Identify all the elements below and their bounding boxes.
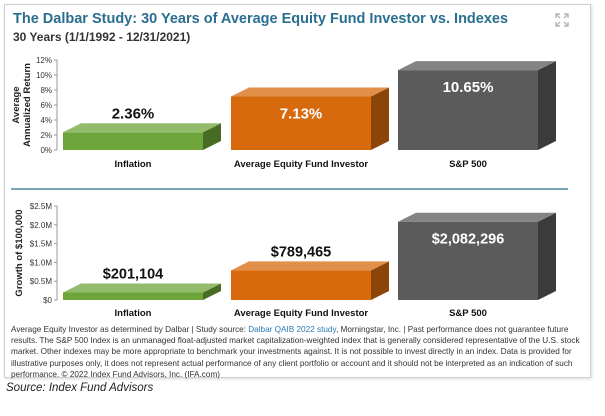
data-label: 7.13% (280, 106, 323, 123)
bar-top (63, 283, 221, 293)
y-tick-label: $0.5M (30, 277, 53, 286)
y-tick-label: 8% (40, 86, 52, 95)
chart-title: The Dalbar Study: 30 Years of Average Eq… (13, 11, 509, 27)
category-label: Average Equity Fund Investor (234, 308, 369, 319)
bar-charts: 0% 2% 4% 6% 8% 10% 12% Average Annualized Return… (11, 56, 568, 319)
footnote: Average Equity Investor as determined by… (11, 324, 586, 380)
y-tick-label: 12% (36, 56, 52, 65)
y-axis-label: Annualized Return (22, 63, 33, 147)
data-label: $201,104 (103, 266, 163, 282)
category-label: S&P 500 (449, 159, 487, 170)
bar-side (538, 212, 556, 300)
chart-subtitle: 30 Years (1/1/1992 - 12/31/2021) (13, 30, 191, 44)
footnote-text-after: , Morningstar, Inc. | Past performance d… (11, 325, 580, 379)
y-tick-label: $1.0M (30, 258, 53, 267)
source-caption: Source: Index Fund Advisors (6, 382, 154, 394)
y-tick-label: $1.5M (30, 240, 53, 249)
category-label: Average Equity Fund Investor (234, 159, 369, 170)
y-axis-label: Average (11, 86, 22, 123)
data-label: 10.65% (443, 79, 494, 96)
footnote-study-link[interactable]: Dalbar QAIB 2022 study (248, 325, 336, 334)
y-tick-label: 0% (40, 146, 52, 155)
y-tick-label: $0 (43, 296, 52, 305)
bar-side (538, 61, 556, 150)
y-tick-label: $2.0M (30, 221, 53, 230)
bar (231, 270, 371, 300)
bar (63, 132, 203, 150)
bar-side (203, 283, 221, 300)
data-label: $789,465 (271, 244, 331, 260)
expand-icon[interactable] (555, 13, 569, 27)
category-label: Inflation (115, 159, 152, 170)
bar-side (203, 123, 221, 150)
bar (398, 221, 538, 300)
bar-top (231, 87, 389, 97)
bar-side (371, 261, 389, 300)
footnote-text-before: Average Equity Investor as determined by… (11, 325, 249, 334)
y-axis-label: Growth of $100,000 (14, 209, 25, 296)
bar (63, 292, 203, 300)
category-label: S&P 500 (449, 308, 487, 319)
data-label: $2,082,296 (432, 232, 505, 248)
bar-top (398, 212, 556, 222)
bar (398, 70, 538, 150)
y-tick-label: 10% (36, 71, 52, 80)
bar (231, 96, 371, 150)
bar-top (231, 261, 389, 271)
y-tick-label: 4% (40, 116, 52, 125)
bar-top (398, 61, 556, 71)
data-label: 2.36% (112, 105, 155, 122)
chart-card: The Dalbar Study: 30 Years of Average Eq… (4, 4, 591, 380)
category-label: Inflation (115, 308, 152, 319)
y-tick-label: $2.5M (30, 202, 53, 211)
bar-top (63, 123, 221, 133)
bar-side (371, 87, 389, 150)
y-tick-label: 6% (40, 101, 52, 110)
y-tick-label: 2% (40, 131, 52, 140)
